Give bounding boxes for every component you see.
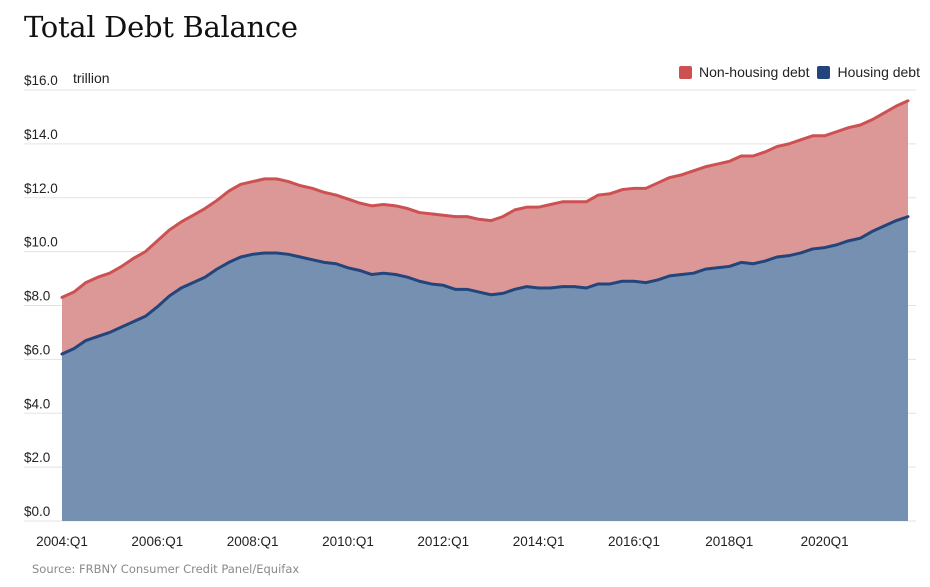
y-tick-label: $14.0 (24, 127, 58, 142)
legend: Non-housing debt Housing debt (678, 64, 920, 80)
x-tick-label: 2016:Q1 (608, 534, 660, 549)
x-tick-label: 2018Q1 (705, 534, 753, 549)
y-tick-label: $6.0 (24, 342, 50, 357)
area-series (60, 99, 910, 522)
x-tick-label: 2020Q1 (801, 534, 849, 549)
x-tick-label: 2006:Q1 (131, 534, 183, 549)
y-tick-label: $4.0 (24, 396, 50, 411)
y-tick-label: $2.0 (24, 450, 50, 465)
y-tick-label: $12.0 (24, 181, 58, 196)
legend-item-housing[interactable]: Housing debt (817, 64, 920, 80)
x-tick-label: 2010:Q1 (322, 534, 374, 549)
housing-line (60, 215, 910, 356)
y-tick-label: $16.0 (24, 73, 58, 88)
housing-area (62, 216, 908, 522)
legend-swatch-non-housing (678, 65, 692, 79)
legend-swatch-housing (817, 65, 831, 79)
x-tick-label: 2008:Q1 (227, 534, 279, 549)
non-housing-line (60, 99, 910, 299)
y-axis-unit-label: trillion (73, 70, 110, 86)
y-tick-label: $8.0 (24, 289, 50, 304)
y-tick-label: $0.0 (24, 504, 50, 519)
x-axis-ticks: 2004:Q1 2006:Q1 2008:Q1 2010:Q1 2012:Q1 2014:… (36, 534, 849, 549)
legend-item-non-housing[interactable]: Non-housing debt (678, 64, 810, 80)
y-tick-label: $10.0 (24, 235, 58, 250)
source-note: Source: FRBNY Consumer Credit Panel/Equi… (32, 562, 300, 576)
chart-title: Total Debt Balance (24, 10, 298, 44)
x-tick-label: 2014:Q1 (513, 534, 565, 549)
y-axis-ticks: $0.0 $2.0 $4.0 $6.0 $8.0 $10.0 $12.0 $14.0 $16.0 (24, 73, 58, 519)
x-tick-label: 2012:Q1 (417, 534, 469, 549)
x-tick-label: 2004:Q1 (36, 534, 88, 549)
legend-label-non-housing: Non-housing debt (698, 64, 810, 80)
non-housing-area (62, 100, 908, 354)
legend-label-housing: Housing debt (837, 64, 920, 80)
